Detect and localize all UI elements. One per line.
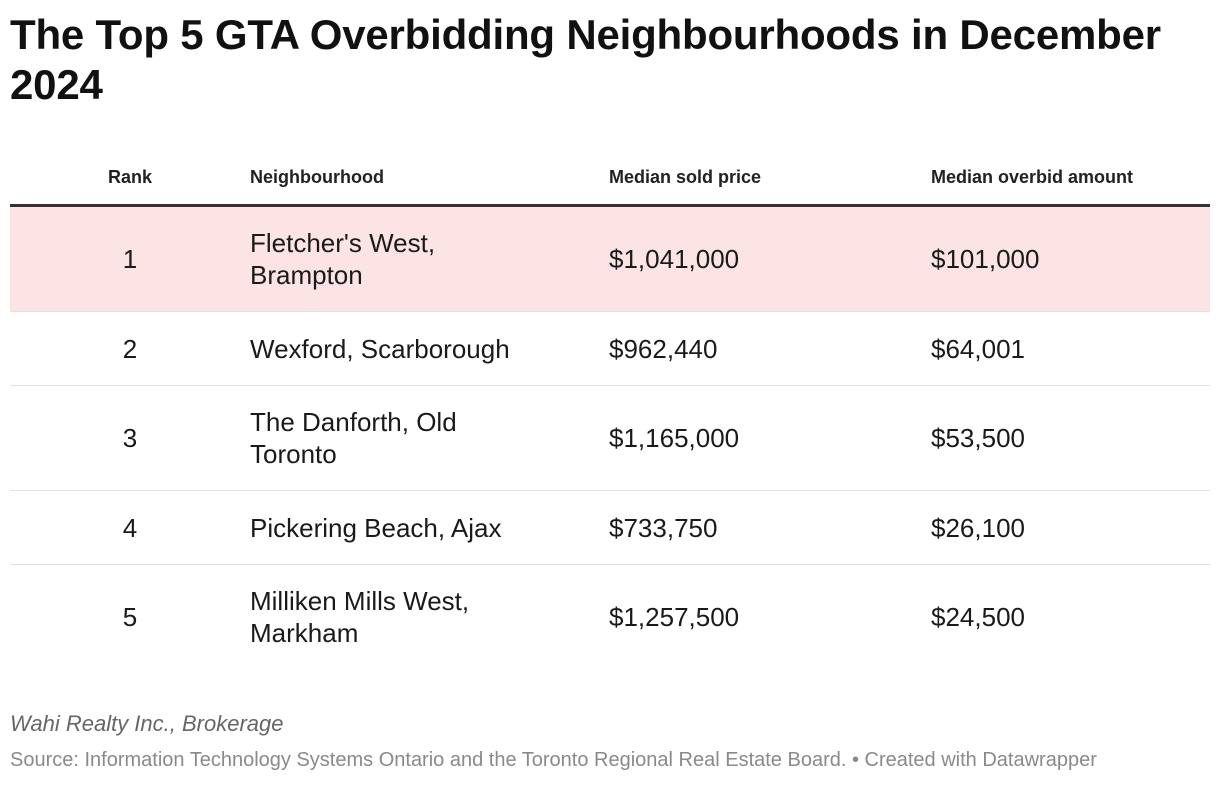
column-header-median-sold-price[interactable]: Median sold price [609,150,931,207]
cell-median-sold-price: $733,750 [609,490,931,565]
cell-median-sold-price: $1,257,500 [609,602,740,632]
cell-median-sold-price: $1,165,000 [609,385,931,491]
chart-title: The Top 5 GTA Overbidding Neighbourhoods… [10,11,1161,108]
cell-median-overbid-amount: $24,500 [931,602,1025,632]
cell-median-overbid-amount: $101,000 [931,205,1210,312]
cell-neighbourhood-text: The Danforth, Old Toronto [250,407,457,469]
cell-neighbourhood-text: Milliken Mills West, Markham [250,586,470,648]
table-row: 5 Milliken Mills West, Markham $1,257,50… [10,565,1210,670]
cell-rank: 3 [10,385,250,491]
cell-median-sold-price: $1,041,000 [609,205,931,312]
column-header-median-overbid-amount[interactable]: Median overbid amount [931,150,1210,207]
byline: Wahi Realty Inc., Brokerage [10,711,284,736]
table-row: 2 Wexford, Scarborough $962,440 $64,001 [10,311,1210,386]
cell-median-sold-price: $962,440 [609,311,931,386]
cell-neighbourhood: Wexford, Scarborough [250,311,609,386]
cell-neighbourhood: Milliken Mills West, Markham [250,565,609,670]
table-row: 3 The Danforth, Old Toronto $1,165,000 $… [10,385,1210,491]
cell-neighbourhood-text: Fletcher's West, Brampton [250,228,436,290]
cell-median-overbid-amount: $64,001 [931,311,1210,386]
cell-neighbourhood: The Danforth, Old Toronto [250,385,609,491]
cell-neighbourhood-text: Wexford, Scarborough [250,333,510,364]
cell-neighbourhood: Fletcher's West, Brampton [250,205,609,312]
cell-neighbourhood-text: Pickering Beach, Ajax [250,512,502,543]
cell-rank: 2 [10,311,250,386]
table-row: 4 Pickering Beach, Ajax $733,750 $26,100 [10,490,1210,565]
table-header-row: Rank Neighbourhood Median sold price Med… [10,150,1210,207]
cell-rank: 1 [10,205,250,312]
data-table: Rank Neighbourhood Median sold price Med… [10,150,1210,669]
cell-rank: 5 [122,602,138,632]
source-note: Source: Information Technology Systems O… [10,749,1097,771]
table-row: 1 Fletcher's West, Brampton $1,041,000 $… [10,205,1210,312]
cell-rank: 4 [10,490,250,565]
cell-neighbourhood: Pickering Beach, Ajax [250,490,609,565]
cell-median-overbid-amount: $53,500 [931,385,1210,491]
column-header-neighbourhood[interactable]: Neighbourhood [250,150,609,207]
cell-median-overbid-amount: $26,100 [931,490,1210,565]
column-header-rank[interactable]: Rank [10,150,250,207]
